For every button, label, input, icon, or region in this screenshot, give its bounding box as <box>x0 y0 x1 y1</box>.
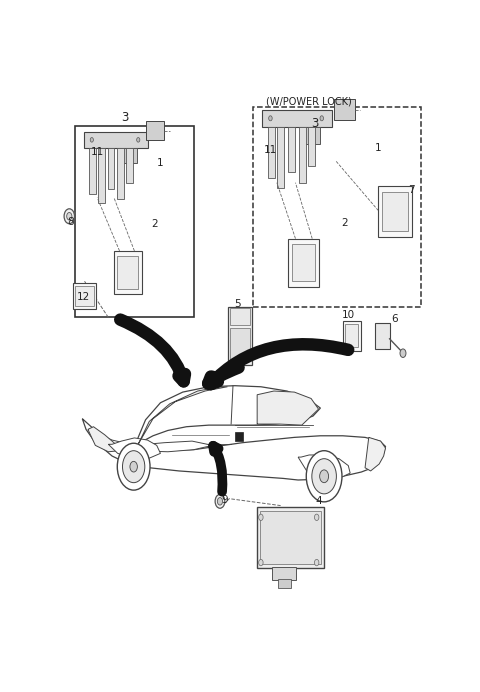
Circle shape <box>130 462 137 472</box>
Text: 8: 8 <box>67 217 74 226</box>
Text: 5: 5 <box>235 299 241 309</box>
Bar <box>230 308 250 325</box>
PathPatch shape <box>108 438 160 458</box>
Bar <box>235 432 243 441</box>
Circle shape <box>269 116 272 121</box>
PathPatch shape <box>88 427 120 452</box>
Bar <box>108 147 114 189</box>
PathPatch shape <box>365 437 385 471</box>
Circle shape <box>259 559 263 566</box>
Bar <box>375 322 390 349</box>
Text: 7: 7 <box>408 185 415 194</box>
Bar <box>89 147 96 194</box>
Bar <box>382 192 408 231</box>
Bar <box>378 186 411 237</box>
Bar <box>272 567 296 580</box>
PathPatch shape <box>94 430 213 452</box>
Bar <box>277 579 291 588</box>
Bar <box>268 127 275 178</box>
Text: (W/POWER LOCK): (W/POWER LOCK) <box>266 97 352 107</box>
Bar <box>262 110 332 127</box>
Bar <box>288 127 295 172</box>
Bar <box>73 283 96 309</box>
Circle shape <box>217 498 223 505</box>
Bar <box>230 328 250 360</box>
Circle shape <box>314 514 319 520</box>
Bar <box>117 255 139 289</box>
Bar <box>114 251 142 293</box>
Bar <box>308 127 315 166</box>
Circle shape <box>320 470 329 483</box>
PathPatch shape <box>257 391 319 425</box>
Text: 12: 12 <box>76 292 90 302</box>
Circle shape <box>320 116 324 121</box>
Bar <box>228 307 252 365</box>
Circle shape <box>312 459 336 494</box>
Bar <box>343 321 360 351</box>
Text: 2: 2 <box>152 219 158 229</box>
PathPatch shape <box>298 455 350 478</box>
Text: 6: 6 <box>392 313 398 324</box>
Bar <box>260 511 321 564</box>
Text: 3: 3 <box>311 116 319 129</box>
Text: 1: 1 <box>157 158 164 168</box>
Circle shape <box>259 514 263 520</box>
PathPatch shape <box>134 385 321 446</box>
Circle shape <box>400 349 406 358</box>
Bar <box>299 127 306 183</box>
Bar <box>288 239 319 286</box>
Text: 11: 11 <box>264 145 277 154</box>
Circle shape <box>122 450 145 483</box>
Bar <box>98 147 105 203</box>
Bar <box>257 507 324 568</box>
Bar <box>300 127 320 144</box>
Circle shape <box>64 209 74 224</box>
Circle shape <box>215 494 225 508</box>
Text: 1: 1 <box>375 143 382 153</box>
Bar <box>334 99 355 120</box>
Circle shape <box>90 138 94 142</box>
Bar <box>84 132 148 147</box>
Bar <box>277 127 285 188</box>
Circle shape <box>306 450 342 502</box>
Bar <box>119 147 137 163</box>
Bar <box>75 286 94 307</box>
Circle shape <box>137 138 140 142</box>
Bar <box>126 147 132 183</box>
Text: 9: 9 <box>222 495 228 504</box>
Bar <box>345 325 359 347</box>
Bar <box>146 121 164 140</box>
Text: 2: 2 <box>341 218 348 228</box>
Text: 10: 10 <box>342 310 355 320</box>
Bar <box>292 244 315 282</box>
Bar <box>117 147 124 199</box>
PathPatch shape <box>83 419 385 480</box>
Text: 4: 4 <box>315 496 322 507</box>
Circle shape <box>67 212 72 220</box>
Text: 11: 11 <box>91 147 104 157</box>
Bar <box>252 107 421 307</box>
Bar <box>75 126 194 318</box>
Circle shape <box>117 444 150 490</box>
PathPatch shape <box>138 387 228 444</box>
Circle shape <box>314 559 319 566</box>
Text: 3: 3 <box>121 111 129 124</box>
